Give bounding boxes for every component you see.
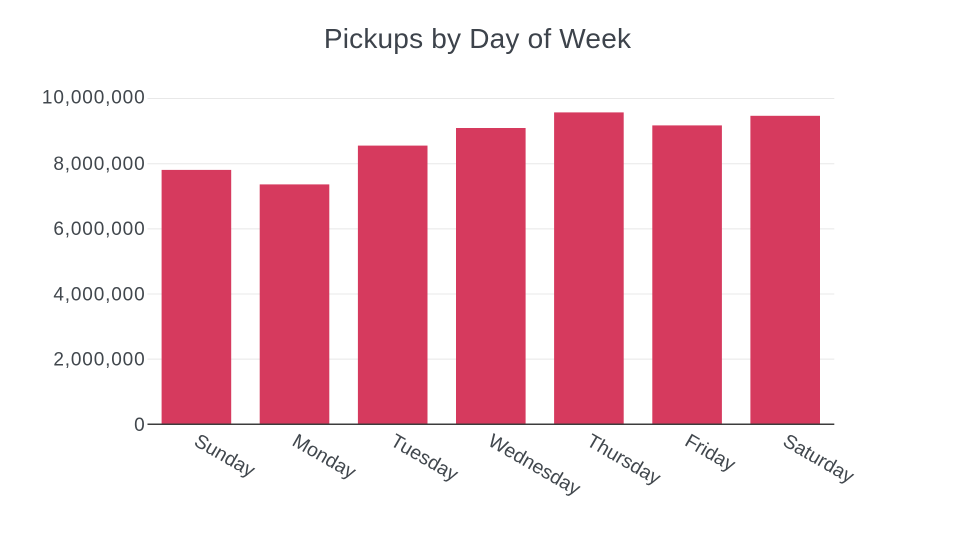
svg-text:0: 0 bbox=[134, 415, 145, 436]
svg-text:8,000,000: 8,000,000 bbox=[53, 154, 145, 175]
svg-text:4,000,000: 4,000,000 bbox=[53, 284, 145, 305]
svg-text:Pickups by Day of Week: Pickups by Day of Week bbox=[324, 23, 632, 54]
svg-text:6,000,000: 6,000,000 bbox=[53, 219, 145, 240]
svg-text:10,000,000: 10,000,000 bbox=[42, 88, 146, 109]
svg-text:2,000,000: 2,000,000 bbox=[53, 350, 145, 371]
